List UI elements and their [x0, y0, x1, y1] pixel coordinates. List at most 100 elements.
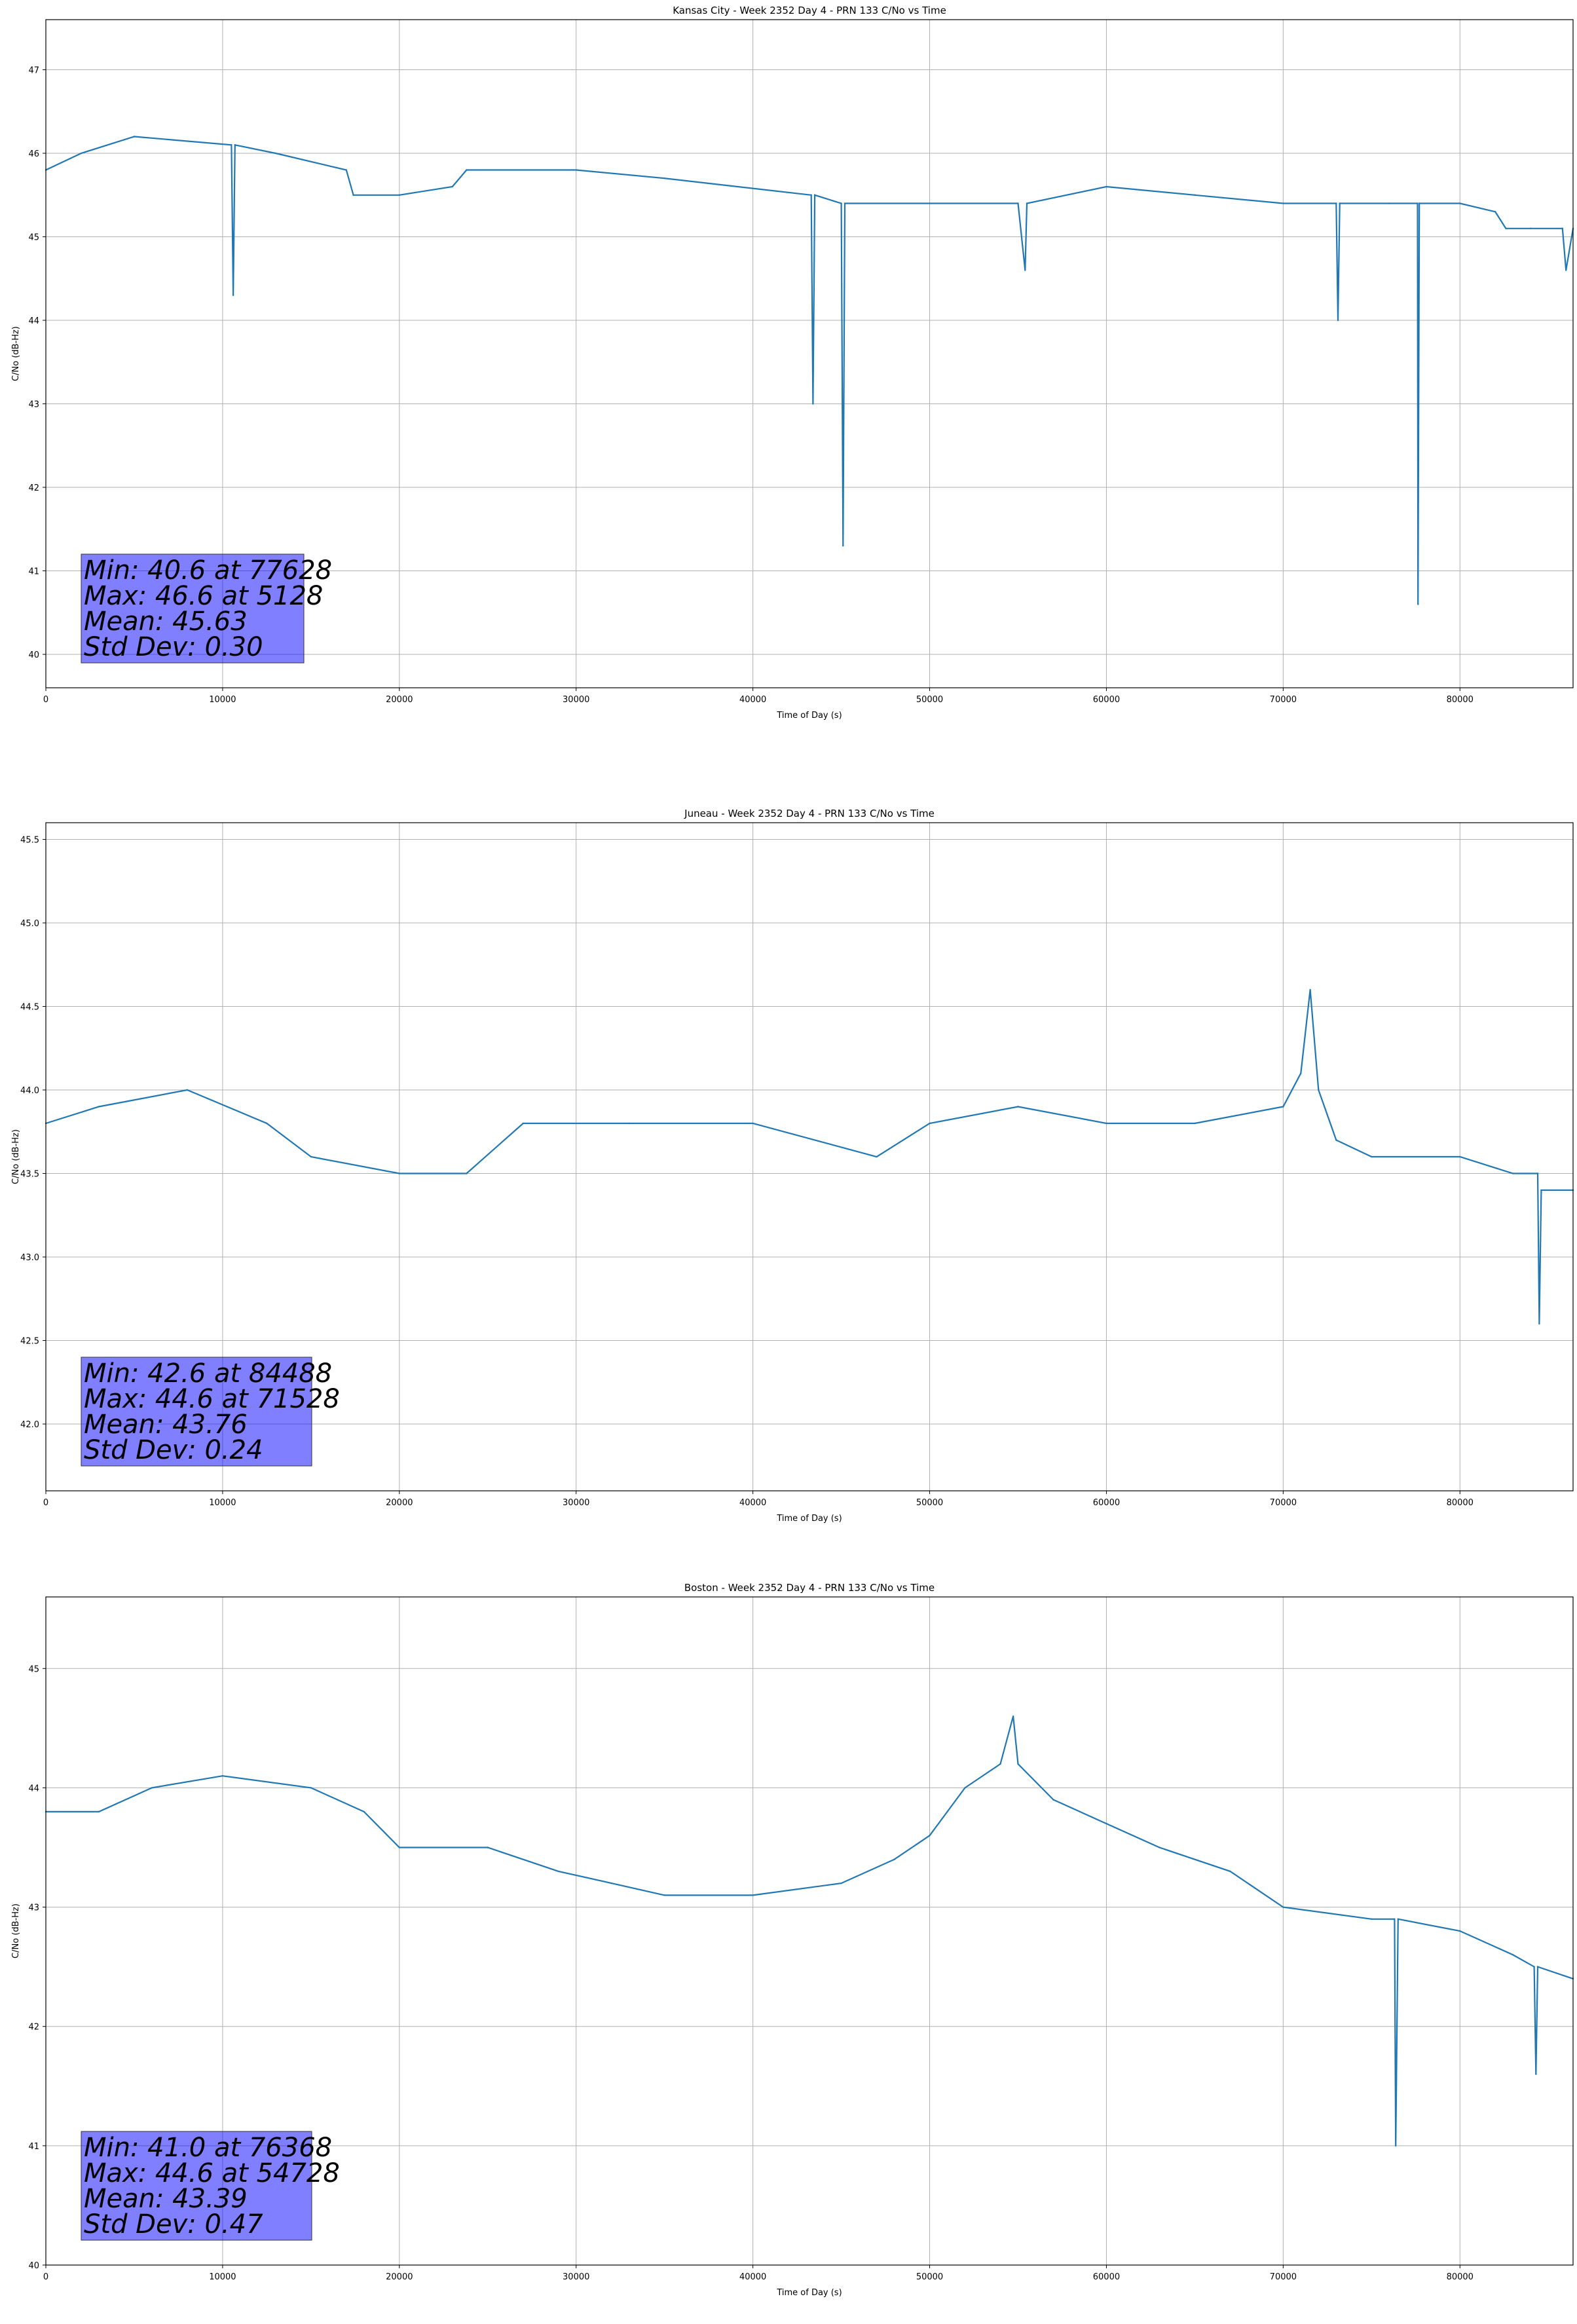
- cno-data-point: [1530, 227, 1532, 229]
- plot-frame: [45, 19, 1574, 688]
- cno-data-point: [266, 1122, 268, 1125]
- plot-frame: [45, 1596, 1574, 2266]
- cno-data-point: [451, 185, 453, 188]
- cno-data-point: [352, 194, 354, 196]
- cno-data-point: [628, 1122, 630, 1125]
- cno-data-point: [1494, 211, 1496, 213]
- cno-series-line: [45, 136, 1574, 605]
- x-axis-label: Time of Day (s): [776, 711, 842, 721]
- cno-data-point: [186, 1089, 189, 1091]
- cno-data-point: [1026, 202, 1028, 204]
- y-tick-label: 47: [28, 66, 39, 76]
- cno-data-point: [1459, 1155, 1461, 1158]
- stats-line: Max: 46.6 at 5128: [84, 581, 323, 611]
- cno-data-point: [274, 152, 277, 155]
- x-axis-label: Time of Day (s): [776, 1514, 842, 1524]
- cno-data-point: [610, 1882, 612, 1884]
- cno-data-point: [398, 1172, 401, 1174]
- y-tick-label: 40: [28, 2261, 39, 2271]
- chart-boston: Boston - Week 2352 Day 4 - PRN 133 C/No …: [11, 1582, 1574, 2298]
- cno-data-point: [1388, 202, 1390, 204]
- cno-data-point: [398, 194, 401, 196]
- y-tick-label: 42: [28, 2023, 39, 2033]
- y-tick-label: 43: [28, 1903, 39, 1913]
- cno-data-point: [398, 1846, 401, 1848]
- y-tick-label: 44: [28, 1784, 39, 1793]
- stats-line: Std Dev: 0.24: [84, 1435, 263, 1465]
- x-tick-label: 70000: [1270, 1498, 1297, 1508]
- cno-data-point: [1395, 2145, 1397, 2147]
- cno-data-point: [151, 1787, 153, 1789]
- cno-data-point: [1017, 202, 1019, 204]
- cno-data-point: [1012, 1715, 1014, 1717]
- x-tick-label: 10000: [209, 695, 236, 705]
- chart-title: Boston - Week 2352 Day 4 - PRN 133 C/No …: [684, 1582, 935, 1594]
- stats-line: Min: 41.0 at 76368: [84, 2133, 332, 2163]
- stats-line: Max: 44.6 at 54728: [84, 2158, 340, 2188]
- y-tick-label: 43.5: [20, 1170, 39, 1180]
- cno-data-point: [1282, 1106, 1284, 1108]
- cno-data-point: [929, 202, 931, 204]
- cno-data-point: [1536, 1966, 1539, 1968]
- cno-data-point: [1512, 1954, 1514, 1956]
- x-tick-label: 30000: [563, 1498, 589, 1508]
- cno-data-point: [812, 403, 814, 405]
- x-tick-label: 60000: [1093, 1498, 1120, 1508]
- cno-data-point: [840, 202, 842, 204]
- x-tick-label: 50000: [916, 2272, 943, 2282]
- plot-frame: [45, 822, 1574, 1491]
- cno-data-point: [466, 169, 468, 171]
- cno-data-point: [1561, 227, 1564, 229]
- cno-data-point: [840, 1882, 842, 1884]
- x-tick-label: 20000: [386, 1498, 413, 1508]
- cno-series-line: [45, 989, 1573, 1324]
- y-tick-label: 42.5: [20, 1337, 39, 1347]
- cno-data-point: [1309, 988, 1311, 991]
- chart-title: Juneau - Week 2352 Day 4 - PRN 133 C/No …: [684, 808, 935, 819]
- y-tick-label: 43.0: [20, 1253, 39, 1263]
- stats-line: Std Dev: 0.30: [84, 632, 263, 662]
- x-tick-label: 40000: [739, 1498, 766, 1508]
- cno-data-point: [1397, 1918, 1399, 1920]
- cno-data-point: [1335, 202, 1337, 204]
- cno-data-point: [1536, 1172, 1539, 1174]
- cno-data-point: [1505, 227, 1507, 229]
- cno-data-point: [1371, 1918, 1373, 1920]
- stats-line: Mean: 43.39: [84, 2184, 248, 2214]
- cno-data-point: [234, 144, 236, 146]
- cno-data-point: [575, 169, 577, 171]
- cno-data-point: [663, 1894, 665, 1896]
- y-tick-label: 43: [28, 400, 39, 410]
- cno-data-point: [1512, 1172, 1514, 1174]
- y-axis-label: C/No (dB-Hz): [11, 1903, 21, 1959]
- cno-data-point: [663, 178, 665, 179]
- stats-line: Min: 42.6 at 84488: [84, 1359, 332, 1389]
- cno-data-point: [1159, 1846, 1160, 1848]
- cno-data-point: [1194, 1122, 1196, 1125]
- cno-data-point: [844, 202, 846, 204]
- cno-data-point: [98, 1810, 100, 1813]
- cno-data-point: [232, 294, 234, 296]
- cno-data-point: [310, 1155, 312, 1158]
- cno-data-point: [1105, 1822, 1107, 1825]
- cno-data-point: [1535, 2073, 1537, 2075]
- x-tick-label: 0: [43, 2272, 48, 2282]
- cno-data-point: [231, 144, 232, 146]
- x-tick-label: 80000: [1447, 695, 1474, 705]
- cno-data-point: [522, 1122, 524, 1125]
- y-tick-label: 42.0: [20, 1420, 39, 1430]
- cno-data-point: [557, 1870, 559, 1873]
- x-tick-label: 10000: [209, 2272, 236, 2282]
- cno-data-point: [1417, 202, 1419, 204]
- x-tick-label: 80000: [1447, 2272, 1474, 2282]
- cno-data-point: [1024, 269, 1026, 271]
- x-tick-label: 10000: [209, 1498, 236, 1508]
- cno-data-point: [1418, 202, 1420, 204]
- cno-data-point: [1300, 1072, 1302, 1074]
- x-tick-label: 20000: [386, 2272, 413, 2282]
- y-tick-label: 44.0: [20, 1086, 39, 1096]
- stats-box: [81, 553, 305, 664]
- cno-data-point: [1533, 1966, 1535, 1968]
- cno-data-point: [1394, 1918, 1396, 1920]
- x-tick-label: 70000: [1270, 695, 1297, 705]
